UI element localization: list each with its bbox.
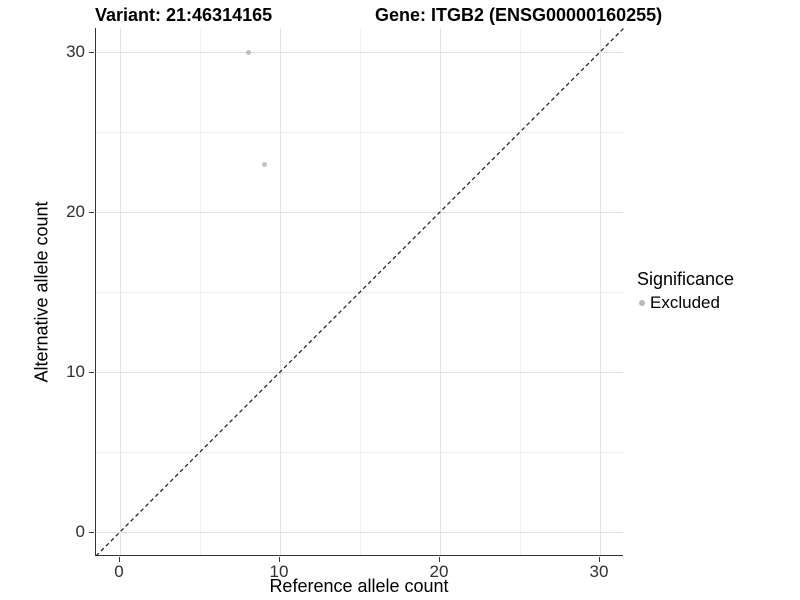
y-axis-title: Alternative allele count	[31, 201, 52, 383]
grid-minor-v	[200, 28, 201, 555]
grid-major-h	[96, 532, 623, 533]
legend-title: Significance	[637, 269, 735, 289]
x-tick-mark	[119, 557, 120, 562]
legend-item-label: Excluded	[650, 293, 720, 312]
y-tick-label: 20	[66, 202, 85, 221]
y-tick-label: 0	[75, 522, 85, 541]
grid-major-v	[280, 28, 281, 555]
identity-line	[96, 28, 624, 556]
x-tick-label: 10	[269, 562, 289, 581]
x-tick-label: 20	[429, 562, 449, 581]
legend-item-excluded: Excluded	[639, 293, 734, 313]
plot-panel	[95, 28, 624, 556]
data-point	[261, 161, 267, 167]
grid-major-h	[96, 372, 623, 373]
plot-title-gene: Gene: ITGB2 (ENSG00000160255)	[375, 5, 663, 25]
y-tick-label: 30	[66, 42, 85, 61]
x-tick-mark	[279, 557, 280, 562]
y-tick-mark	[89, 52, 94, 53]
grid-minor-h	[96, 452, 623, 453]
x-tick-mark	[439, 557, 440, 562]
grid-minor-v	[520, 28, 521, 555]
grid-minor-h	[96, 132, 623, 133]
grid-major-h	[96, 52, 623, 53]
x-tick-label: 0	[114, 562, 124, 581]
grid-major-v	[120, 28, 121, 555]
plot-title-variant: Variant: 21:46314165	[95, 5, 273, 25]
grid-major-v	[600, 28, 601, 555]
y-tick-mark	[89, 212, 94, 213]
grid-major-h	[96, 212, 623, 213]
y-tick-mark	[89, 372, 94, 373]
x-axis-title: Reference allele count	[269, 576, 449, 596]
y-tick-label: 10	[66, 362, 85, 381]
x-tick-mark	[599, 557, 600, 562]
x-tick-label: 30	[589, 562, 609, 581]
data-point	[245, 49, 251, 55]
excluded-point-icon	[639, 300, 645, 306]
legend: Significance Excluded	[637, 269, 734, 313]
y-tick-mark	[89, 532, 94, 533]
grid-major-v	[440, 28, 441, 555]
